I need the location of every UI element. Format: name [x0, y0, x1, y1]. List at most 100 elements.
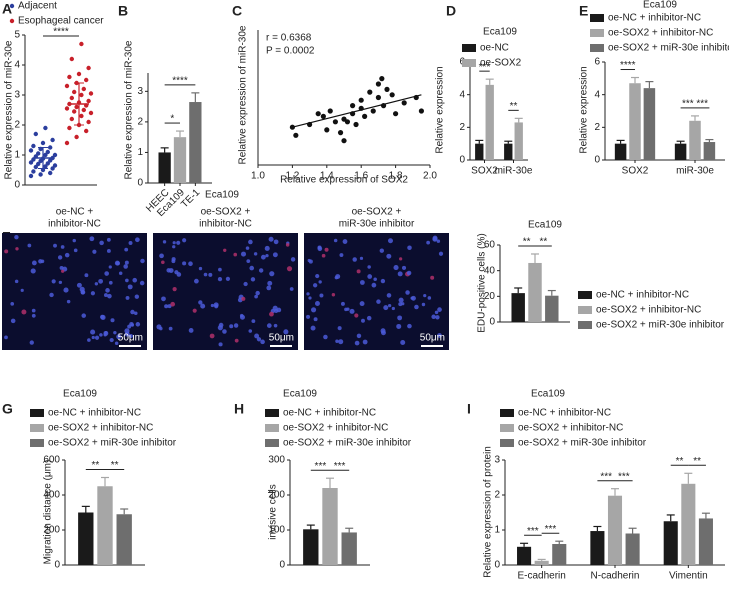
y-axis-label: Relative expression of miR-30e — [4, 40, 15, 179]
y-tick-label: 2 — [494, 490, 500, 501]
data-point — [79, 113, 84, 119]
nucleus — [253, 252, 258, 256]
nucleus — [434, 310, 439, 315]
nucleus — [411, 295, 416, 301]
nucleus — [94, 335, 100, 340]
data-point — [86, 65, 91, 71]
nucleus — [399, 257, 403, 261]
nucleus — [63, 287, 69, 293]
y-tick-label: 2 — [137, 117, 143, 128]
y-tick-label: 600 — [43, 455, 60, 466]
nucleus — [405, 290, 410, 295]
nucleus — [268, 236, 274, 242]
nucleus — [306, 292, 310, 296]
bar — [681, 483, 696, 565]
nucleus — [209, 333, 215, 339]
nucleus — [114, 341, 119, 345]
nucleus — [208, 272, 213, 277]
nucleus — [380, 328, 386, 334]
nucleus — [266, 323, 272, 328]
nucleus — [356, 269, 361, 274]
bar — [528, 262, 542, 322]
legend-label: oe-SOX2 + miR-30e inhibitor — [48, 438, 177, 449]
nucleus — [352, 257, 357, 262]
nucleus — [430, 275, 435, 280]
y-tick-label: 0 — [54, 560, 60, 571]
significance-label: *** — [618, 471, 630, 482]
bar — [189, 102, 202, 183]
data-point — [52, 152, 58, 158]
nucleus — [57, 255, 63, 260]
nucleus — [217, 276, 223, 282]
chart-title: Eca109 — [643, 0, 677, 11]
legend-swatch — [500, 439, 514, 447]
legend-swatch — [462, 44, 476, 52]
micrograph — [304, 233, 449, 350]
nucleus — [437, 307, 442, 312]
data-point — [40, 140, 46, 146]
nucleus — [379, 248, 384, 253]
nucleus — [391, 306, 395, 311]
nucleus — [217, 325, 223, 331]
y-tick-label: 0 — [594, 155, 600, 166]
significance-label: **** — [53, 27, 69, 38]
significance-label: *** — [682, 99, 694, 110]
bar — [545, 295, 559, 322]
nucleus — [76, 282, 82, 288]
nucleus — [210, 303, 215, 308]
data-point — [332, 119, 338, 125]
data-point — [64, 106, 70, 111]
data-point — [389, 92, 395, 98]
x-tick-label: E-cadherin — [517, 571, 565, 582]
bar — [689, 120, 701, 160]
legend-swatch — [30, 439, 44, 447]
y-tick-label: 1 — [14, 150, 20, 161]
data-point — [353, 121, 359, 128]
nucleus — [383, 305, 389, 311]
data-point — [370, 108, 376, 114]
panel-letter: H — [234, 401, 244, 417]
nucleus — [346, 307, 350, 311]
data-point — [36, 161, 41, 167]
annotation: r = 0.6368 — [266, 33, 312, 44]
nucleus — [308, 296, 312, 300]
nucleus — [51, 279, 56, 284]
bar — [97, 486, 113, 565]
nucleus — [81, 313, 87, 318]
nucleus — [31, 308, 36, 313]
legend-label: oe-NC — [480, 43, 509, 54]
nucleus — [337, 326, 342, 331]
nucleus — [182, 238, 187, 243]
nucleus — [387, 304, 392, 308]
nucleus — [161, 296, 166, 302]
nucleus — [30, 268, 36, 274]
image-label: oe-NC + — [56, 207, 94, 218]
nucleus — [99, 333, 103, 337]
significance-label: *** — [479, 62, 491, 73]
legend-label: oe-SOX2 — [480, 58, 522, 69]
legend-label: oe-SOX2 + inhibitor-NC — [283, 423, 388, 434]
y-axis-label: Relative expression of miR-30e — [238, 25, 249, 164]
nucleus — [245, 246, 250, 250]
nucleus — [107, 293, 112, 299]
bar — [514, 122, 523, 160]
nucleus — [397, 271, 403, 277]
nucleus — [376, 299, 381, 304]
significance-label: *** — [545, 524, 557, 535]
bar — [517, 546, 532, 565]
chart-title: Eca109 — [283, 389, 317, 400]
x-axis-label: Relative expression of SOX2 — [280, 175, 408, 186]
chart-title: Eca109 — [63, 389, 97, 400]
nucleus — [172, 245, 176, 249]
nucleus — [251, 319, 256, 324]
nucleus — [156, 324, 162, 330]
nucleus — [139, 280, 145, 286]
data-point — [341, 138, 347, 144]
bar — [590, 531, 605, 565]
nucleus — [266, 285, 272, 291]
significance-label: *** — [696, 99, 708, 110]
data-point — [315, 111, 321, 117]
nucleus — [414, 304, 419, 310]
nucleus — [243, 281, 248, 287]
data-point — [344, 119, 351, 125]
